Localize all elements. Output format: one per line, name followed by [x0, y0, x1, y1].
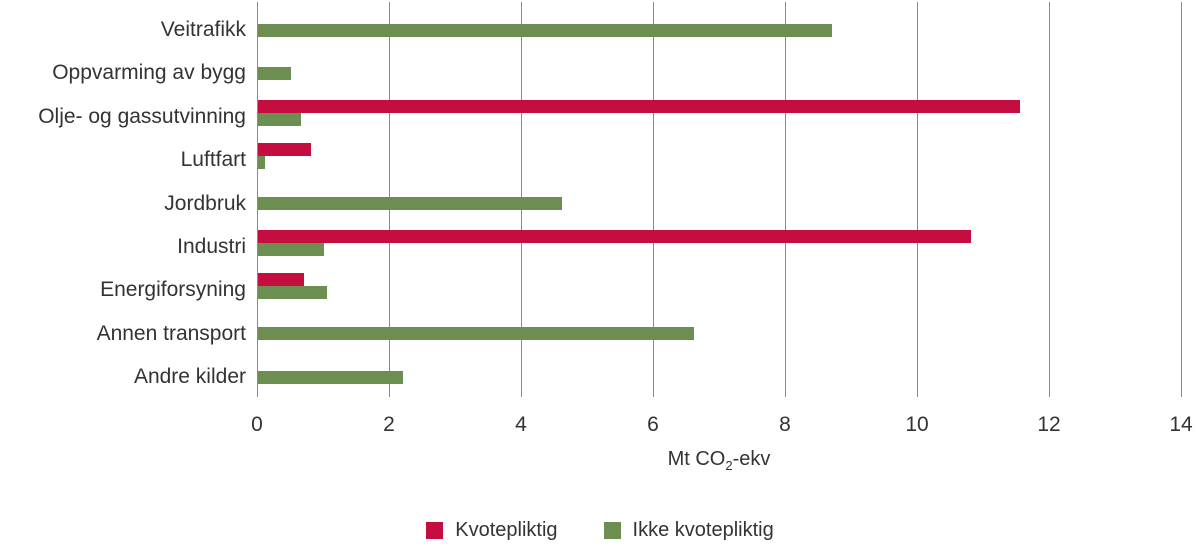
x-tick-label-8: 8 [779, 413, 791, 436]
gridline-6 [652, 2, 654, 397]
x-tick-label-6: 6 [647, 413, 659, 436]
bar-kvotepliktig-energiforsyning [258, 273, 305, 287]
legend-item-ikke-kvotepliktig: Ikke kvotepliktig [603, 518, 774, 542]
x-tick-label-4: 4 [515, 413, 527, 436]
bar-ikke-kvotepliktig-oppvarming-av-bygg [258, 66, 291, 80]
bar-ikke-kvotepliktig-industri [258, 243, 324, 256]
category-label-olje-og-gassutvinning: Olje- og gassutvinning [38, 104, 246, 128]
x-tick-label-14: 14 [1169, 413, 1193, 436]
category-label-jordbruk: Jordbruk [164, 191, 246, 215]
bar-ikke-kvotepliktig-luftfart [258, 156, 265, 170]
gridline-12 [1048, 2, 1050, 397]
bar-ikke-kvotepliktig-annen-transport [258, 327, 694, 341]
kvotepliktig-swatch-icon [426, 521, 444, 539]
bar-kvotepliktig-olje-og-gassutvinning [258, 99, 1021, 113]
x-axis-label-suffix: -ekv [732, 448, 771, 470]
category-label-luftfart: Luftfart [180, 148, 246, 172]
x-tick-label-12: 12 [1037, 413, 1061, 436]
x-axis-label: Mt CO2-ekv [257, 448, 1181, 473]
bar-kvotepliktig-luftfart [258, 143, 311, 157]
legend-label-ikke-kvotepliktig: Ikke kvotepliktig [632, 518, 774, 541]
category-label-oppvarming-av-bygg: Oppvarming av bygg [52, 61, 246, 85]
x-tick-label-2: 2 [383, 413, 395, 436]
category-label-annen-transport: Annen transport [96, 321, 246, 345]
category-label-veitrafikk: Veitrafikk [160, 18, 246, 41]
gridline-10 [916, 2, 918, 397]
gridline-8 [784, 2, 786, 397]
legend-label-kvotepliktig: Kvotepliktig [455, 518, 558, 541]
x-axis-label-subscript: 2 [725, 458, 733, 473]
bar-ikke-kvotepliktig-olje-og-gassutvinning [258, 112, 301, 126]
category-label-energiforsyning: Energiforsyning [100, 278, 246, 302]
category-label-andre-kilder: Andre kilder [133, 365, 246, 389]
legend: Kvotepliktig Ikke kvotepliktig [0, 517, 1200, 543]
x-axis-label-prefix: Mt CO [667, 448, 726, 470]
x-tick-label-0: 0 [251, 413, 263, 436]
gridline-0 [256, 2, 258, 397]
x-tick-label-10: 10 [905, 413, 929, 436]
gridline-14 [1180, 2, 1182, 397]
bar-ikke-kvotepliktig-energiforsyning [258, 286, 328, 300]
bar-kvotepliktig-industri [258, 230, 971, 243]
bar-ikke-kvotepliktig-veitrafikk [258, 23, 833, 37]
bar-ikke-kvotepliktig-jordbruk [258, 197, 562, 211]
category-label-industri: Industri [177, 235, 246, 258]
legend-item-kvotepliktig: Kvotepliktig [426, 518, 558, 542]
ikke-kvotepliktig-swatch-icon [603, 521, 621, 539]
bar-ikke-kvotepliktig-andre-kilder [258, 370, 404, 384]
